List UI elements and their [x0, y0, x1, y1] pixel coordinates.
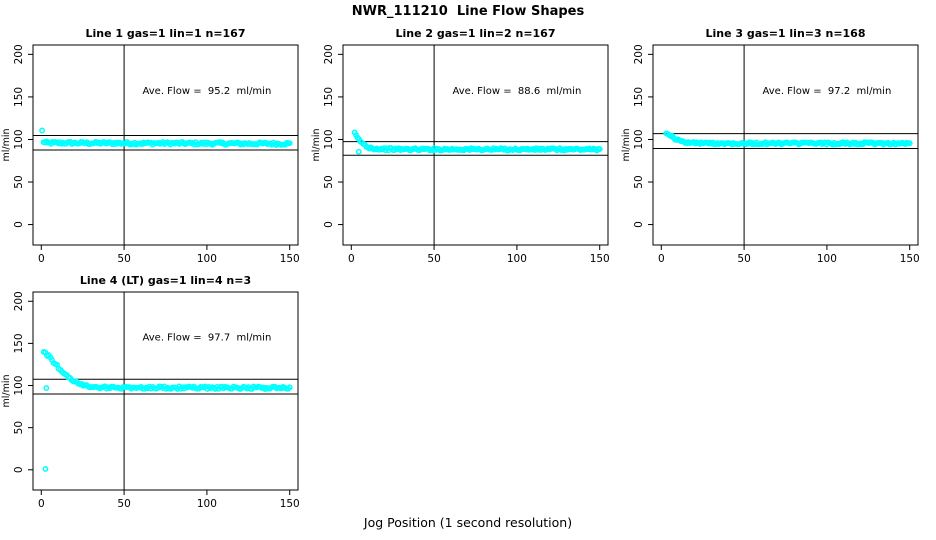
x-tick-label: 0	[38, 498, 45, 510]
y-tick-label: 100	[633, 129, 645, 149]
y-tick-label: 200	[323, 44, 335, 64]
y-tick-label: 150	[323, 87, 335, 107]
subplot-title: Line 2 gas=1 lin=2 n=167	[395, 27, 555, 40]
y-tick-label: 100	[323, 129, 335, 149]
subplot-3: 0 50 100 150 0 50 100 150 200 ml/min Line 3 gas=1 …	[621, 27, 920, 265]
y-tick-label: 150	[13, 87, 25, 107]
plot-box	[32, 44, 299, 246]
y-tick-label: 50	[13, 175, 25, 188]
ave-flow-annotation: Ave. Flow = 95.2 ml/min	[143, 86, 272, 97]
x-tick-label: 0	[658, 253, 665, 265]
y-tick-label: 0	[13, 466, 25, 473]
y-axis-unit-label: ml/min	[1, 374, 12, 407]
x-tick-label: 50	[737, 253, 750, 265]
y-tick-label: 200	[633, 44, 645, 64]
x-tick-label: 0	[38, 253, 45, 265]
ave-flow-annotation: Ave. Flow = 97.7 ml/min	[143, 332, 272, 343]
x-tick-label: 100	[507, 253, 527, 265]
x-tick-label: 150	[900, 253, 920, 265]
y-axis-unit-label: ml/min	[311, 128, 322, 161]
subplot-title: Line 3 gas=1 lin=3 n=168	[705, 27, 865, 40]
data-points	[351, 129, 603, 155]
x-tick-label: 150	[280, 253, 300, 265]
data-points	[663, 130, 913, 148]
y-tick-label: 100	[13, 129, 25, 149]
data-point	[286, 140, 293, 147]
y-tick-label: 0	[323, 221, 335, 228]
plot-box	[342, 44, 609, 246]
data-point	[596, 146, 603, 153]
subplot-1: 0 50 100 150 0 50 100 150 200 ml/min Line 1 gas=1 …	[1, 27, 300, 265]
ave-flow-annotation: Ave. Flow = 97.2 ml/min	[763, 86, 892, 97]
subplot-title: Line 4 (LT) gas=1 lin=4 n=3	[80, 274, 251, 287]
x-tick-label: 150	[280, 498, 300, 510]
subplot-title: Line 1 gas=1 lin=1 n=167	[85, 27, 245, 40]
outlier-point	[355, 148, 362, 155]
data-point	[39, 127, 46, 134]
x-tick-label: 100	[817, 253, 837, 265]
y-tick-label: 50	[633, 175, 645, 188]
plot-box	[652, 44, 919, 246]
chart-main-title: NWR_111210 Line Flow Shapes	[351, 4, 585, 19]
outlier-point	[42, 465, 49, 472]
outlier-point	[43, 385, 50, 392]
y-axis-unit-label: ml/min	[1, 128, 12, 161]
x-tick-label: 100	[197, 498, 217, 510]
y-tick-label: 150	[633, 87, 645, 107]
data-point	[286, 384, 293, 391]
x-tick-label: 100	[197, 253, 217, 265]
x-tick-label: 50	[117, 253, 130, 265]
subplot-4: 0 50 100 150 0 50 100 150 200 ml/min Line 4 (LT) g…	[1, 274, 300, 510]
data-point	[906, 140, 913, 147]
data-points	[39, 127, 293, 148]
y-tick-label: 100	[13, 375, 25, 395]
y-tick-label: 200	[13, 291, 25, 311]
y-tick-label: 0	[633, 221, 645, 228]
x-tick-label: 50	[427, 253, 440, 265]
x-axis-label: Jog Position (1 second resolution)	[363, 515, 573, 530]
y-tick-label: 150	[13, 333, 25, 353]
y-axis-unit-label: ml/min	[621, 128, 632, 161]
subplot-2: 0 50 100 150 0 50 100 150 200 ml/min Line 2 gas=1 …	[311, 27, 610, 265]
y-tick-label: 0	[13, 221, 25, 228]
data-points	[40, 348, 293, 472]
x-tick-label: 0	[348, 253, 355, 265]
x-tick-label: 50	[117, 498, 130, 510]
plot-box	[32, 291, 299, 491]
ave-flow-annotation: Ave. Flow = 88.6 ml/min	[453, 86, 582, 97]
y-tick-label: 50	[323, 175, 335, 188]
y-tick-label: 200	[13, 44, 25, 64]
y-tick-label: 50	[13, 421, 25, 434]
x-tick-label: 150	[590, 253, 610, 265]
